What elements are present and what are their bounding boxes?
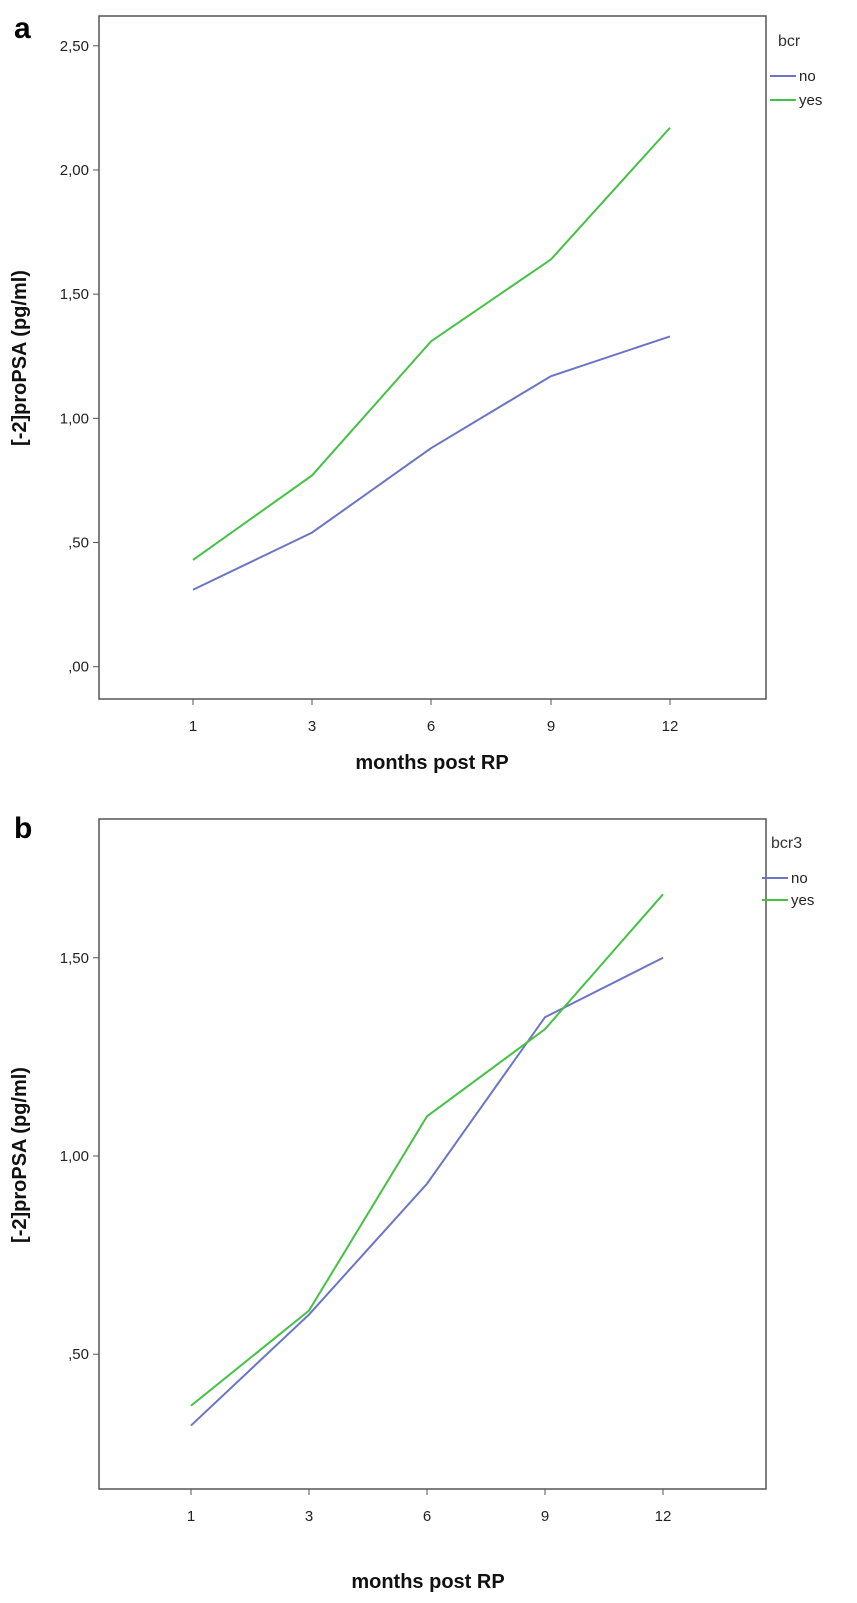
x-tick-label: 12 [662, 718, 679, 735]
legend-label-yes: yes [791, 892, 814, 909]
legend-a: no yes [770, 68, 822, 109]
y-tick-label: 1,50 [60, 950, 89, 967]
x-tick-label: 3 [308, 718, 316, 735]
y-ticks-a: ,00 ,50 1,00 1,50 2,00 2,50 [60, 38, 99, 676]
x-tick-label: 6 [423, 1508, 431, 1525]
plot-frame-a [98, 15, 767, 700]
panel-label-a: a [14, 12, 31, 45]
series-line-yes [192, 127, 671, 561]
y-tick-label: ,00 [68, 659, 89, 676]
series-line-no [192, 335, 671, 591]
series-line-yes [190, 893, 664, 1407]
series-line-no [190, 956, 664, 1427]
legend-title-a: bcr [778, 33, 801, 50]
y-tick-label: 1,00 [60, 1148, 89, 1165]
series-lines-b [190, 893, 664, 1427]
y-axis-title-a: [-2]proPSA (pg/ml) [9, 270, 31, 446]
x-tick-label: 9 [541, 1508, 549, 1525]
x-ticks-b: 1 3 6 9 12 [187, 1489, 672, 1525]
x-tick-label: 12 [655, 1508, 672, 1525]
x-tick-label: 9 [547, 718, 555, 735]
y-axis-title-b: [-2]proPSA (pg/ml) [9, 1067, 31, 1243]
chart-a-svg: a ,00 ,50 1,00 1,50 2,00 2,50 1 3 6 9 12 months p… [9, 12, 822, 774]
y-tick-label: 1,00 [60, 410, 89, 427]
legend-label-no: no [791, 870, 808, 887]
x-tick-label: 1 [189, 718, 197, 735]
legend-label-no: no [799, 68, 816, 85]
legend-label-yes: yes [799, 92, 822, 109]
legend-b: no yes [762, 870, 814, 909]
y-tick-label: ,50 [68, 535, 89, 552]
x-axis-title-b: months post RP [351, 1571, 504, 1593]
x-axis-title-a: months post RP [355, 752, 508, 774]
chart-panel-a: a ,00 ,50 1,00 1,50 2,00 2,50 1 3 6 9 12 months p… [0, 0, 857, 800]
chart-panel-b: b ,50 1,00 1,50 1 3 6 9 12 months post RP [-2]… [0, 800, 857, 1603]
series-lines-a [192, 127, 671, 591]
x-tick-label: 6 [427, 718, 435, 735]
legend-title-b: bcr3 [771, 835, 802, 852]
panel-label-b: b [14, 812, 32, 845]
y-tick-label: 1,50 [60, 286, 89, 303]
x-tick-label: 1 [187, 1508, 195, 1525]
y-tick-label: 2,50 [60, 38, 89, 55]
x-ticks-a: 1 3 6 9 12 [189, 699, 679, 735]
plot-frame-b [98, 818, 767, 1490]
chart-b-svg: b ,50 1,00 1,50 1 3 6 9 12 months post RP [-2]… [9, 812, 814, 1593]
y-tick-label: ,50 [68, 1346, 89, 1363]
y-tick-label: 2,00 [60, 162, 89, 179]
x-tick-label: 3 [305, 1508, 313, 1525]
y-ticks-b: ,50 1,00 1,50 [60, 950, 99, 1363]
